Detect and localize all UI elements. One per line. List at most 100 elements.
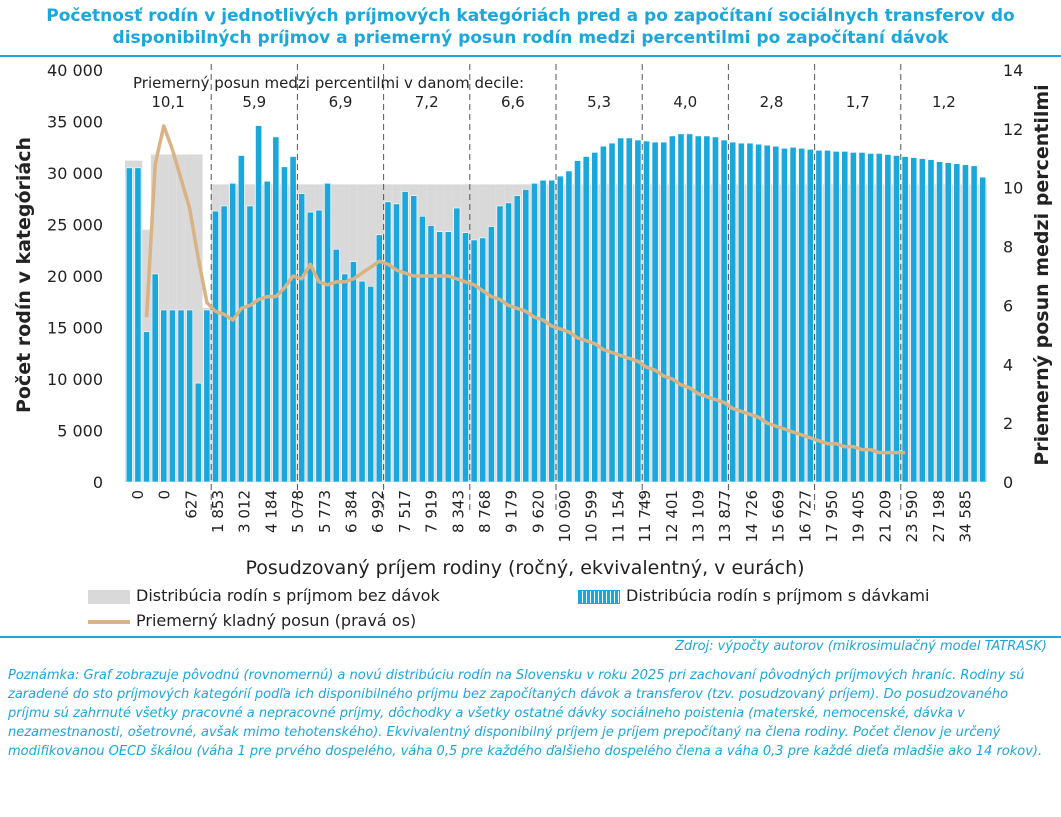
legend-item-with: Distribúcia rodín s príjmom s dávkami <box>578 586 929 605</box>
bar-with-benefits <box>151 273 159 483</box>
x-tick-label: 10 090 <box>556 490 574 543</box>
bar-with-benefits <box>194 382 202 483</box>
bar-with-benefits <box>867 153 875 483</box>
bar-with-benefits <box>229 183 237 483</box>
x-tick-label: 3 012 <box>236 490 254 533</box>
bar-with-benefits <box>177 309 185 483</box>
footer-rule <box>0 636 1061 638</box>
bar-with-benefits <box>651 141 659 483</box>
bar-with-benefits <box>806 149 814 483</box>
bar-with-benefits <box>427 225 435 483</box>
decile-dividers <box>210 64 902 510</box>
y-tick-right: 6 <box>1003 296 1013 315</box>
bar-with-benefits <box>212 210 219 483</box>
decile-value: 10,1 <box>151 93 184 111</box>
bar-with-benefits <box>246 205 254 483</box>
y-tick-left: 25 000 <box>47 216 103 235</box>
decile-value: 5,3 <box>587 93 611 111</box>
bar-with-benefits <box>522 189 530 483</box>
bar-with-benefits <box>781 147 788 483</box>
y-tick-right: 12 <box>1003 120 1023 139</box>
bar-with-benefits <box>393 203 400 483</box>
x-axis-ticks: 0 0 627 1 853 3 012 4 184 5 078 5 773 6 384 6 992… <box>129 490 975 543</box>
y-tick-left: 20 000 <box>47 267 103 286</box>
x-tick-label: 12 401 <box>663 490 681 543</box>
bar-with-benefits <box>487 226 495 483</box>
x-tick-label: 9 179 <box>503 490 521 533</box>
x-tick-label: 19 405 <box>850 490 868 543</box>
bar-with-benefits <box>263 180 271 483</box>
legend-item-without: Distribúcia rodín s príjmom bez dávok <box>88 586 440 605</box>
x-tick-label: 13 877 <box>716 490 734 543</box>
decile-value: 5,9 <box>242 93 266 111</box>
y-tick-left: 0 <box>93 473 103 492</box>
bar-with-benefits <box>832 151 840 483</box>
bar-with-benefits <box>944 162 952 483</box>
decile-value: 1,7 <box>846 93 870 111</box>
y-tick-right: 8 <box>1003 238 1013 257</box>
bar-with-benefits <box>125 167 133 483</box>
y-tick-left: 5 000 <box>57 422 103 441</box>
bar-with-benefits <box>367 285 375 483</box>
decile-values: 10,1 5,9 6,9 7,2 6,6 5,3 4,0 2,8 1,7 1,2 <box>151 93 955 111</box>
bar-with-benefits <box>186 309 194 483</box>
x-tick-label: 17 950 <box>823 490 841 543</box>
bar-with-benefits <box>401 191 409 483</box>
bar-with-benefits <box>849 152 857 483</box>
x-tick-label: 13 109 <box>690 490 708 543</box>
bar-with-benefits <box>410 195 418 483</box>
chart-title: Početnosť rodín v jednotlivých príjmovýc… <box>46 6 1015 48</box>
bar-with-benefits <box>634 139 642 483</box>
bar-with-benefits <box>418 215 426 483</box>
shift-line-group <box>144 124 906 455</box>
bar-with-benefits <box>272 136 280 483</box>
x-tick-label: 5 773 <box>316 490 334 533</box>
bar-with-benefits <box>332 248 340 483</box>
bar-with-benefits <box>513 195 521 483</box>
x-tick-label: 10 599 <box>583 490 601 543</box>
y-axis-left-title: Počet rodín v kategóriách <box>13 137 35 413</box>
x-tick-label: 0 <box>156 490 174 500</box>
decile-value: 4,0 <box>673 93 697 111</box>
bar-with-benefits <box>686 133 694 483</box>
bar-with-benefits <box>875 153 883 483</box>
bar-with-benefits <box>763 144 771 483</box>
bar-with-benefits <box>772 145 780 483</box>
bar-with-benefits <box>694 135 702 483</box>
bar-with-benefits <box>298 193 306 483</box>
bar-with-benefits <box>289 156 297 483</box>
bar-with-benefits <box>789 146 797 483</box>
bar-with-benefits <box>470 239 478 483</box>
bar-with-benefits <box>798 147 806 483</box>
bar-with-benefits <box>358 280 366 483</box>
bar-with-benefits <box>324 183 331 483</box>
bar-with-benefits <box>565 170 573 483</box>
legend-label-with: Distribúcia rodín s príjmom s dávkami <box>626 586 930 605</box>
bar-without-benefits <box>193 154 203 482</box>
note-text: Poznámka: Graf zobrazuje pôvodnú (rovnom… <box>8 668 1043 759</box>
y-tick-right: 4 <box>1003 355 1013 374</box>
decile-value: 6,9 <box>329 93 353 111</box>
bar-with-benefits <box>134 167 142 483</box>
bar-with-benefits <box>531 183 538 483</box>
bar-with-benefits <box>720 139 728 483</box>
x-tick-label: 1 853 <box>209 490 227 533</box>
legend-swatch-without <box>88 589 130 604</box>
bar-with-benefits <box>918 158 926 483</box>
bar-with-benefits <box>237 155 245 483</box>
bar-with-benefits <box>315 209 323 483</box>
x-tick-label: 15 669 <box>770 490 788 543</box>
bar-with-benefits <box>936 161 943 483</box>
bar-with-benefits <box>384 201 392 483</box>
shift-line <box>144 124 906 455</box>
y-tick-left: 40 000 <box>47 61 103 80</box>
x-axis-title: Posudzovaný príjem rodiny (ročný, ekviva… <box>245 557 804 579</box>
bar-with-benefits <box>220 205 228 483</box>
bar-with-benefits <box>962 164 969 483</box>
bar-with-benefits <box>755 143 762 483</box>
x-tick-label: 8 343 <box>449 490 467 533</box>
decile-value: 7,2 <box>415 93 439 111</box>
y-tick-right: 0 <box>1003 473 1013 492</box>
bar-with-benefits <box>600 145 607 483</box>
